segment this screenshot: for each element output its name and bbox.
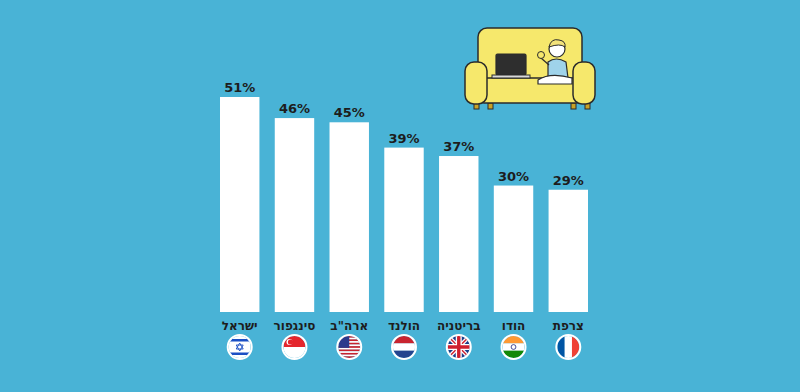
x-tick-label: בריטניה	[437, 319, 480, 333]
bar	[439, 156, 478, 312]
x-axis: ישראל סינגפור ארה"ב הולנד בריטניה הודו צרפת	[222, 312, 584, 333]
flag-part	[448, 336, 470, 358]
kid	[538, 75, 572, 84]
couch-illustration	[465, 28, 595, 109]
kid	[541, 58, 549, 65]
flag-part	[338, 350, 360, 352]
flag-ring	[337, 335, 361, 359]
bar	[220, 97, 259, 312]
flag	[502, 335, 526, 359]
x-tick: ישראל	[222, 312, 258, 333]
x-tick-label: סינגפור	[274, 319, 316, 333]
couch-part	[573, 62, 595, 104]
flag-part	[448, 336, 470, 358]
x-tick: צרפת	[553, 312, 584, 333]
bar	[330, 122, 369, 312]
flag-part	[229, 339, 251, 342]
flag-part	[288, 339, 293, 344]
flag-part	[338, 351, 360, 353]
kid	[538, 52, 545, 59]
couch-part	[465, 62, 487, 104]
data-label: 37%	[443, 139, 474, 154]
background	[0, 0, 800, 392]
flag-part	[448, 336, 470, 358]
chart-svg: 51% 46% 45% 39% 37% 30% 29% ישראל סינגפור ארה"ב הו…	[0, 0, 800, 392]
flag-body	[393, 336, 415, 358]
flag-ring	[502, 335, 526, 359]
data-label: 45%	[334, 105, 365, 120]
couch-part	[488, 103, 493, 109]
data-label: 46%	[279, 101, 310, 116]
laptop	[492, 75, 530, 78]
bar	[275, 118, 314, 312]
flag	[228, 335, 252, 359]
flag-body	[229, 336, 251, 358]
flag-part	[286, 339, 292, 345]
x-tick-label: ארה"ב	[330, 319, 368, 333]
laptop	[496, 54, 526, 75]
x-tick: ארה"ב	[330, 312, 368, 333]
flag-part	[236, 343, 243, 351]
flag-part	[393, 343, 415, 351]
bar	[549, 190, 588, 312]
x-tick-label: הודו	[502, 319, 526, 333]
flag-ring	[556, 335, 580, 359]
flag-part	[338, 353, 360, 355]
flag	[556, 335, 580, 359]
bar	[384, 148, 423, 312]
flag-part	[448, 336, 470, 358]
flag-part	[448, 336, 470, 358]
data-label: 39%	[388, 131, 419, 146]
data-label: 51%	[224, 80, 255, 95]
data-label: 29%	[553, 173, 584, 188]
flag-part	[229, 336, 251, 358]
couch-part	[571, 103, 576, 109]
flag	[392, 335, 416, 359]
flag-ring	[282, 335, 306, 359]
flag-body	[338, 336, 360, 358]
flag-part	[338, 336, 349, 348]
x-tick: סינגפור	[274, 312, 316, 333]
flag-part	[511, 345, 516, 350]
flag	[447, 335, 471, 359]
x-tick-label: הולנד	[388, 319, 420, 333]
chart-container: 51% 46% 45% 39% 37% 30% 29% ישראל סינגפור ארה"ב הו…	[0, 0, 800, 392]
flag-part	[503, 343, 525, 351]
flag-body	[283, 336, 305, 358]
x-tick: הודו	[502, 312, 526, 333]
x-tick-label: ישראל	[222, 319, 258, 333]
x-tick: בריטניה	[437, 312, 480, 333]
flag-body	[557, 336, 579, 358]
flag	[282, 335, 306, 359]
flag-ring	[392, 335, 416, 359]
flag-part	[448, 345, 470, 348]
x-tick: הולנד	[388, 312, 420, 333]
flag-ring	[447, 335, 471, 359]
flag-part	[338, 348, 360, 350]
kid	[549, 40, 565, 47]
flag-body	[503, 336, 525, 358]
flag-ring	[228, 335, 252, 359]
flag-part	[229, 353, 251, 356]
x-tick-label: צרפת	[553, 319, 584, 333]
flag	[337, 335, 361, 359]
couch-part	[478, 28, 582, 84]
data-label: 30%	[498, 169, 529, 184]
flag-part	[565, 336, 573, 358]
bar	[494, 186, 533, 312]
flag-body	[448, 336, 470, 358]
flags	[228, 335, 581, 359]
bars	[220, 97, 588, 312]
